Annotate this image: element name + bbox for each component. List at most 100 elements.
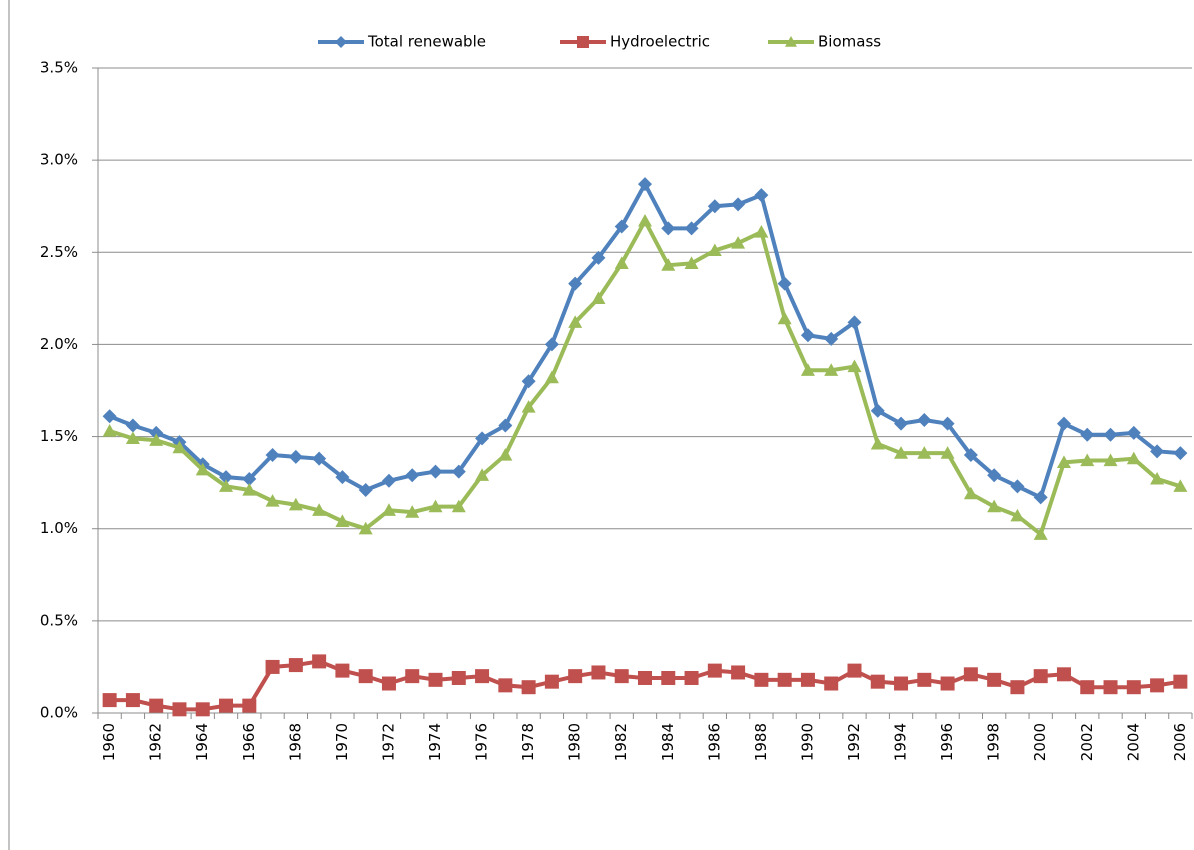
marker (265, 448, 280, 462)
x-tick-label: 1974 (426, 723, 444, 761)
y-tick-label: 0.0% (40, 704, 78, 722)
y-tick-label: 3.0% (40, 151, 78, 169)
x-tick-label: 1988 (752, 723, 770, 761)
marker (358, 521, 373, 535)
marker (754, 188, 769, 203)
marker (614, 256, 629, 269)
marker (963, 448, 978, 462)
marker (1103, 453, 1118, 467)
marker (265, 659, 280, 674)
y-tick-label: 1.0% (40, 519, 78, 537)
marker (1033, 527, 1048, 540)
marker (661, 670, 676, 685)
marker (987, 499, 1002, 513)
legend-marker (577, 36, 589, 48)
marker (1056, 455, 1071, 468)
marker (1010, 680, 1025, 695)
marker (1010, 479, 1025, 494)
marker (475, 431, 490, 446)
marker (358, 669, 373, 684)
x-tick-label: 2002 (1078, 723, 1096, 761)
marker (870, 403, 885, 418)
y-tick-label: 2.5% (40, 243, 78, 261)
marker (940, 676, 955, 691)
legend-marker (335, 36, 347, 48)
marker (195, 462, 210, 476)
marker (1173, 479, 1188, 492)
marker (754, 225, 769, 238)
marker (1150, 444, 1165, 459)
marker (591, 665, 606, 680)
marker (219, 470, 234, 485)
marker (521, 400, 536, 413)
x-tick-label: 2004 (1124, 723, 1142, 761)
x-tick-label: 2006 (1171, 723, 1189, 761)
marker (847, 663, 862, 678)
marker (428, 499, 443, 513)
marker (917, 412, 932, 427)
marker (521, 374, 536, 389)
marker (894, 446, 909, 459)
x-tick-label: 1968 (286, 723, 304, 761)
marker (568, 669, 583, 684)
marker (661, 221, 676, 236)
marker (405, 505, 420, 518)
legend-label: Total renewable (367, 33, 486, 51)
marker (707, 199, 722, 214)
marker (1103, 680, 1118, 695)
marker (335, 663, 350, 678)
marker (172, 702, 187, 717)
marker (544, 674, 559, 689)
legend-label: Hydroelectric (610, 33, 710, 51)
x-tick-label: 1966 (240, 723, 258, 761)
x-tick-label: 1998 (985, 723, 1003, 761)
marker (1173, 674, 1188, 689)
marker (824, 363, 839, 376)
legend-marker (785, 36, 797, 47)
marker (125, 693, 140, 708)
marker (149, 425, 164, 440)
x-tick-label: 1996 (938, 723, 956, 761)
marker (800, 672, 815, 687)
marker (1056, 416, 1071, 431)
marker (707, 243, 722, 257)
marker (824, 331, 839, 346)
x-tick-label: 1978 (519, 723, 537, 761)
marker (312, 654, 327, 669)
marker (963, 486, 978, 500)
marker (731, 236, 746, 249)
marker (1173, 446, 1188, 461)
marker (428, 464, 443, 479)
marker (312, 503, 327, 516)
marker (1150, 678, 1165, 693)
marker (638, 670, 652, 685)
marker (870, 436, 885, 450)
marker (568, 276, 583, 291)
y-tick-label: 2.0% (40, 335, 78, 353)
marker (149, 698, 164, 713)
marker (987, 468, 1002, 483)
marker (265, 494, 280, 507)
marker (940, 446, 955, 459)
marker (288, 658, 303, 673)
marker (754, 672, 769, 687)
marker (800, 363, 815, 376)
marker (591, 250, 606, 265)
marker (824, 676, 839, 691)
x-tick-label: 1980 (566, 723, 584, 761)
marker (102, 424, 117, 437)
marker (1103, 427, 1118, 442)
marker (731, 197, 746, 212)
marker (614, 219, 629, 234)
marker (940, 416, 955, 431)
marker (335, 514, 350, 527)
marker (102, 693, 117, 708)
marker (242, 471, 257, 486)
marker (591, 291, 606, 304)
marker (870, 674, 885, 689)
marker (894, 416, 909, 431)
marker (707, 663, 722, 678)
marker (288, 497, 303, 511)
marker (405, 669, 420, 684)
